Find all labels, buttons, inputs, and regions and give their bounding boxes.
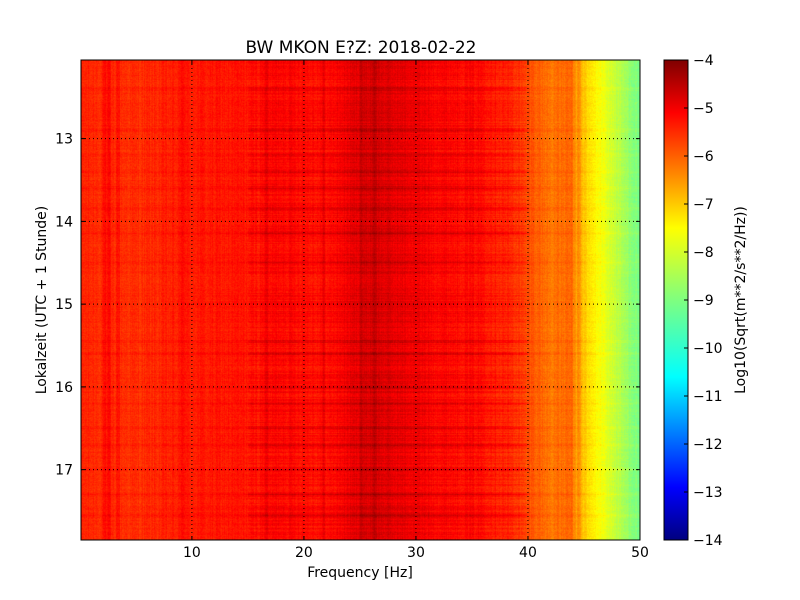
y-tick-label: 15 <box>55 297 73 313</box>
spectrogram-heatmap <box>81 60 640 540</box>
colorbar-label: Log10(Sqrt(m**2/s**2/Hz)) <box>733 206 749 394</box>
colorbar-tick-label: −11 <box>693 389 723 405</box>
y-tick-label: 16 <box>55 380 73 396</box>
y-tick-label: 13 <box>55 132 73 148</box>
colorbar-tick-label: −4 <box>693 53 714 69</box>
x-tick-label: 50 <box>631 545 649 561</box>
x-tick-label: 40 <box>519 545 537 561</box>
chart-title: BW MKON E?Z: 2018-02-22 <box>246 38 477 58</box>
y-tick-label: 17 <box>55 463 73 479</box>
y-tick-label: 14 <box>55 214 73 230</box>
x-tick-label: 10 <box>183 545 201 561</box>
colorbar-tick-label: −9 <box>693 293 714 309</box>
colorbar-tick-label: −7 <box>693 197 714 213</box>
plot-frame <box>80 59 641 541</box>
colorbar-tick-label: −12 <box>693 437 723 453</box>
grid-lines <box>81 60 640 540</box>
x-tick-label: 30 <box>407 545 425 561</box>
colorbar-tick-label: −6 <box>693 149 714 165</box>
x-axis-ticks: 10 20 30 40 50 <box>183 60 649 561</box>
colorbar-ticks: −4 −5 −6 −7 −8 −9 −10 −11 −12 −13 −14 <box>684 53 723 549</box>
y-axis-ticks: 13 14 15 16 17 <box>55 132 640 479</box>
colorbar-tick-label: −10 <box>693 341 723 357</box>
colorbar-tick-label: −14 <box>693 533 723 549</box>
y-axis-label: Lokalzeit (UTC + 1 Stunde) <box>34 206 50 395</box>
colorbar-tick-label: −8 <box>693 245 714 261</box>
x-tick-label: 20 <box>295 545 313 561</box>
x-axis-label: Frequency [Hz] <box>307 565 413 581</box>
colorbar-tick-label: −5 <box>693 101 714 117</box>
colorbar-tick-label: −13 <box>693 485 723 501</box>
